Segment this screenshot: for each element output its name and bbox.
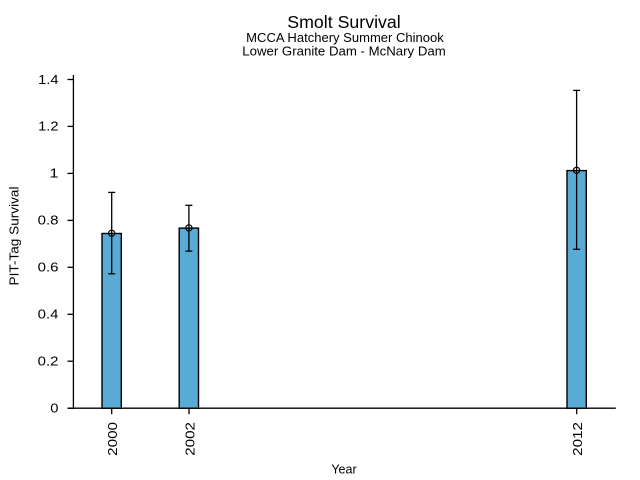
svg-text:0: 0 <box>50 402 58 416</box>
svg-text:PIT-Tag Survival: PIT-Tag Survival <box>8 187 22 286</box>
svg-text:Year: Year <box>331 463 356 477</box>
svg-text:Smolt Survival: Smolt Survival <box>287 12 401 32</box>
svg-text:1.4: 1.4 <box>38 73 58 87</box>
svg-text:0.2: 0.2 <box>38 355 59 369</box>
svg-text:0.8: 0.8 <box>38 214 59 228</box>
svg-text:0.6: 0.6 <box>38 261 59 275</box>
svg-text:1: 1 <box>50 167 59 181</box>
svg-text:1.2: 1.2 <box>38 120 58 134</box>
svg-text:2000: 2000 <box>106 422 120 456</box>
svg-text:2012: 2012 <box>571 422 585 456</box>
svg-text:0.4: 0.4 <box>38 308 59 322</box>
svg-text:MCCA Hatchery Summer Chinook: MCCA Hatchery Summer Chinook <box>246 31 444 45</box>
svg-text:Lower Granite Dam - McNary Dam: Lower Granite Dam - McNary Dam <box>242 45 446 59</box>
svg-text:2002: 2002 <box>183 422 197 456</box>
